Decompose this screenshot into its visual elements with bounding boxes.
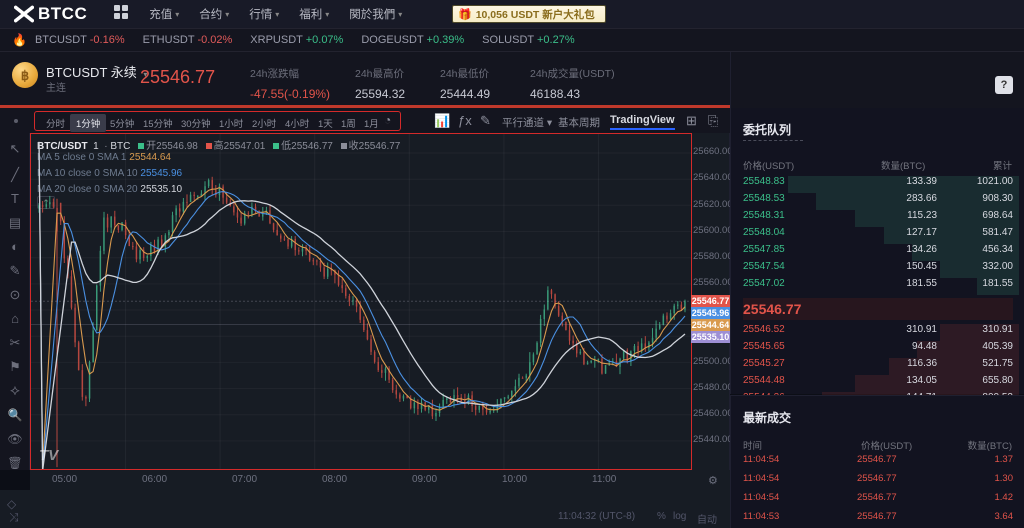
svg-text:฿: ฿ xyxy=(21,68,29,83)
